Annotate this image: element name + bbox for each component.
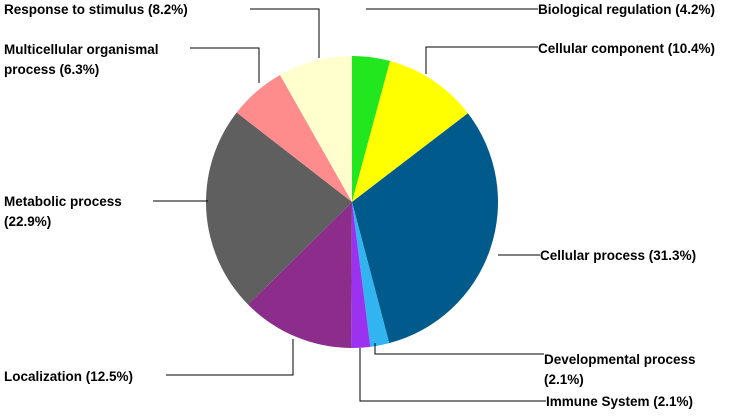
slice-label-localization: Localization (12.5%): [4, 369, 133, 384]
leader-line-multicellular-organismal-process: [190, 47, 260, 83]
slice-label-response-to-stimulus: Response to stimulus (8.2%): [4, 2, 188, 17]
pie-slices: [206, 55, 498, 349]
slice-label-metabolic-process: Metabolic process (22.9%): [4, 194, 122, 229]
leader-line-localization: [166, 339, 294, 376]
pie-slice-cellular-component: [352, 61, 468, 202]
leader-line-developmental-process: [374, 343, 544, 355]
slice-label-immune-system: Immune System (2.1%): [546, 394, 693, 409]
slice-label-cellular-component: Cellular component (10.4%): [538, 41, 715, 56]
slice-label-developmental-process: Developmental process (2.1%): [544, 352, 696, 387]
slice-labels: Biological regulation (4.2%) Cellular com…: [4, 2, 715, 409]
slice-label-cellular-process: Cellular process (31.3%): [540, 248, 696, 263]
pie-slice-metabolic-process: [206, 112, 352, 305]
leader-lines: [153, 8, 546, 402]
pie-slice-cellular-process: [352, 113, 498, 344]
pie-slice-developmental-process: [352, 202, 390, 347]
leader-line-cellular-component: [425, 46, 538, 74]
leader-line-immune-system: [359, 348, 546, 402]
slice-label-multicellular-organismal-process: Multicellular organismal process (6.3%): [4, 42, 159, 77]
pie-slice-localization: [248, 202, 352, 348]
pie-slice-multicellular-organismal-process: [236, 74, 352, 202]
pie-slice-response-to-stimulus: [280, 55, 352, 202]
pie-slice-biological-regulation: [352, 56, 391, 202]
slice-label-biological-regulation: Biological regulation (4.2%): [538, 2, 715, 17]
pie-slice-immune-system: [351, 202, 371, 349]
leader-line-response-to-stimulus: [250, 8, 320, 58]
